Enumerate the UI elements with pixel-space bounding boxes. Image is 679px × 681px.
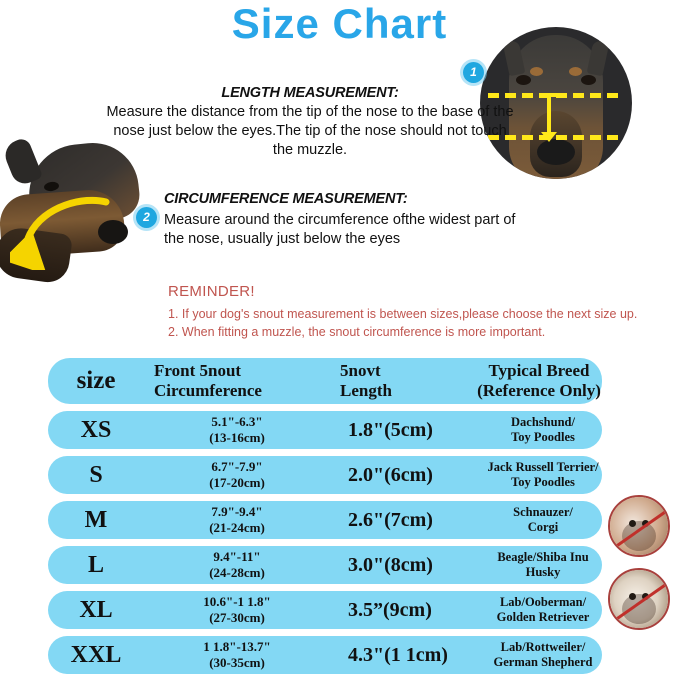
- doberman-front-photo: [480, 27, 632, 179]
- cell-circumference-cm: (17-20cm): [209, 475, 265, 490]
- cell-breed: Lab/Ooberman/ Golden Retriever: [484, 595, 602, 625]
- cell-breed-line2: Golden Retriever: [496, 610, 590, 624]
- cell-size: XXL: [70, 641, 122, 668]
- header-snout-length-line2: Length: [340, 381, 392, 400]
- length-measurement-block: LENGTH MEASUREMENT: Measure the distance…: [104, 84, 516, 161]
- reminder-title: REMINDER!: [168, 283, 255, 300]
- step-badge-one: 1: [463, 62, 484, 83]
- cell-length: 3.5”(9cm): [348, 598, 432, 621]
- dog-eye-right-icon: [581, 75, 596, 85]
- cell-breed: Beagle/Shiba Inu Husky: [484, 550, 602, 580]
- dog-ear-left-icon: [502, 39, 526, 77]
- dog-profile-nose-icon: [98, 220, 128, 244]
- page-title: Size Chart: [231, 0, 448, 47]
- table-row: XXL 1 1.8"-13.7" (30-35cm) 4.3"(1 1cm) L…: [48, 636, 602, 674]
- circumference-measurement-arrow-icon: [10, 196, 110, 270]
- cell-breed-line2: Toy Poodles: [511, 430, 575, 444]
- shih-tzu-prohibited-photo: [608, 568, 670, 630]
- table-row: XL 10.6"-1 1.8" (27-30cm) 3.5”(9cm) Lab/…: [48, 591, 602, 629]
- cell-circumference-inches: 1 1.8"-13.7": [203, 639, 271, 655]
- cell-breed: Lab/Rottweiler/ German Shepherd: [484, 640, 602, 670]
- table-row: L 9.4"-11" (24-28cm) 3.0"(8cm) Beagle/Sh…: [48, 546, 602, 584]
- size-chart-table: size Front 5nout Circumference 5novt Len…: [48, 358, 602, 681]
- cell-size: M: [84, 506, 108, 533]
- header-snout-length: 5novt Length: [340, 361, 476, 400]
- circumference-measurement-heading: CIRCUMFERENCE MEASUREMENT:: [164, 191, 408, 207]
- header-typical-breed-line1: Typical Breed: [488, 361, 590, 381]
- circumference-measurement-body: Measure around the circumference ofthe w…: [164, 212, 516, 248]
- dog-brow-left-icon: [530, 67, 543, 76]
- cell-size: XL: [79, 596, 113, 623]
- bulldog-prohibited-photo: [608, 495, 670, 557]
- cell-breed-line1: Lab/Rottweiler/: [500, 640, 586, 654]
- cell-size: L: [87, 551, 104, 578]
- table-header-row: size Front 5nout Circumference 5novt Len…: [48, 358, 602, 404]
- length-measurement-heading: LENGTH MEASUREMENT:: [221, 85, 399, 101]
- cell-circumference: 1 1.8"-13.7" (30-35cm): [144, 639, 348, 670]
- cell-breed-line1: Schnauzer/: [513, 505, 573, 519]
- cell-circumference-inches: 10.6"-1 1.8": [203, 594, 271, 610]
- cell-breed: Dachshund/ Toy Poodles: [484, 415, 602, 445]
- cell-circumference-cm: (24-28cm): [209, 565, 265, 580]
- bulldog-eye-left-icon: [628, 520, 636, 528]
- header-typical-breed-line2: (Reference Only): [477, 381, 601, 400]
- header-typical-breed: Typical Breed (Reference Only): [476, 361, 602, 400]
- cell-breed-line1: Dachshund/: [511, 415, 575, 429]
- doberman-profile-photo: [0, 136, 146, 288]
- header-snout-circumference-line2: Circumference: [154, 381, 262, 400]
- cell-breed-line1: Lab/Ooberman/: [499, 595, 587, 609]
- cell-breed-line1: Beagle/Shiba Inu: [497, 550, 589, 564]
- cell-circumference-cm: (27-30cm): [209, 610, 265, 625]
- dog-nose-icon: [537, 139, 575, 165]
- cell-breed: Jack Russell Terrier/ Toy Poodles: [484, 460, 602, 490]
- reminder-item-2: 2. When fitting a muzzle, the snout circ…: [168, 325, 546, 340]
- cell-circumference-cm: (21-24cm): [209, 520, 265, 535]
- step-badge-two: 2: [136, 207, 157, 228]
- cell-breed-line1: Jack Russell Terrier/: [487, 460, 599, 474]
- cell-circumference: 9.4"-11" (24-28cm): [144, 549, 348, 580]
- reminder-item-1: 1. If your dog's snout measurement is be…: [168, 306, 638, 321]
- length-measurement-body: Measure the distance from the tip of the…: [106, 104, 514, 159]
- cell-circumference-inches: 6.7"-7.9": [211, 459, 263, 475]
- cell-circumference-inches: 7.9"-9.4": [211, 504, 263, 520]
- shih-tzu-eye-left-icon: [628, 593, 636, 601]
- table-row: S 6.7"-7.9" (17-20cm) 2.0"(6cm) Jack Rus…: [48, 456, 602, 494]
- cell-breed-line2: Husky: [525, 565, 561, 579]
- cell-circumference-cm: (13-16cm): [209, 430, 265, 445]
- cell-circumference-inches: 9.4"-11": [213, 549, 261, 565]
- header-snout-circumference-line1: Front 5nout: [154, 361, 242, 381]
- cell-size: XS: [80, 416, 112, 443]
- cell-breed-line2: Toy Poodles: [511, 475, 575, 489]
- cell-circumference: 6.7"-7.9" (17-20cm): [144, 459, 348, 490]
- cell-length: 2.6"(7cm): [348, 508, 433, 531]
- header-snout-circumference: Front 5nout Circumference: [144, 361, 340, 400]
- cell-breed: Schnauzer/ Corgi: [484, 505, 602, 535]
- length-measurement-arrow-icon: [541, 93, 557, 133]
- table-row: XS 5.1"-6.3" (13-16cm) 1.8"(5cm) Dachshu…: [48, 411, 602, 449]
- header-size: size: [76, 367, 116, 394]
- cell-circumference: 7.9"-9.4" (21-24cm): [144, 504, 348, 535]
- table-row: M 7.9"-9.4" (21-24cm) 2.6"(7cm) Schnauze…: [48, 501, 602, 539]
- reminder-block: REMINDER! 1. If your dog's snout measure…: [168, 281, 638, 342]
- dog-brow-right-icon: [569, 67, 582, 76]
- circumference-measurement-block: CIRCUMFERENCE MEASUREMENT: Measure aroun…: [164, 190, 530, 249]
- cell-length: 3.0"(8cm): [348, 553, 433, 576]
- cell-length: 2.0"(6cm): [348, 463, 433, 486]
- cell-breed-line2: Corgi: [527, 520, 559, 534]
- cell-length: 1.8"(5cm): [348, 418, 433, 441]
- cell-circumference: 5.1"-6.3" (13-16cm): [144, 414, 348, 445]
- cell-circumference: 10.6"-1 1.8" (27-30cm): [144, 594, 348, 625]
- dog-ear-right-icon: [586, 39, 610, 77]
- cell-size: S: [89, 461, 103, 488]
- header-snout-length-line1: 5novt: [340, 361, 381, 381]
- doberman-front-image: [480, 27, 632, 179]
- cell-circumference-inches: 5.1"-6.3": [211, 414, 263, 430]
- cell-length: 4.3"(1 1cm): [348, 643, 448, 666]
- dog-eye-left-icon: [516, 75, 531, 85]
